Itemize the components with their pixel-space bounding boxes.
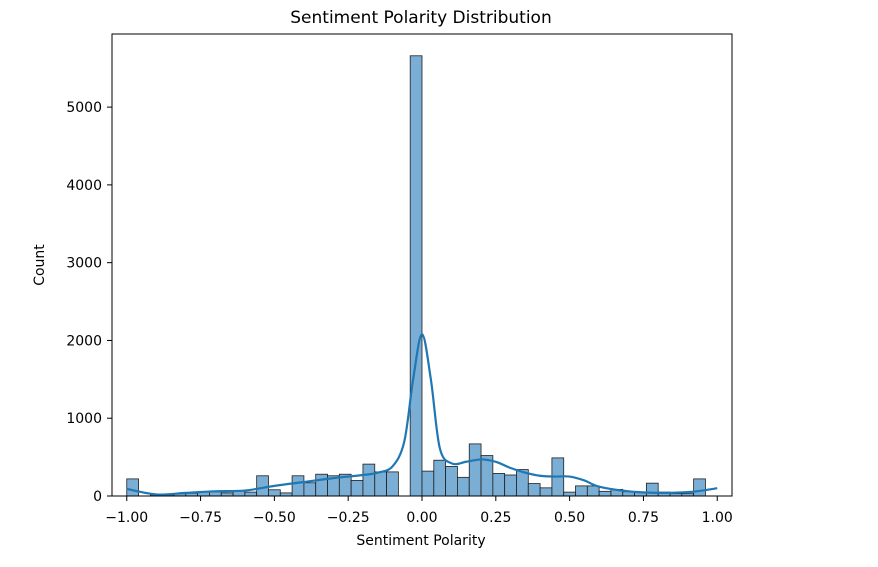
histogram-bar [693,478,706,497]
y-tick-label: 3000 [66,256,102,272]
x-tick-label: 1.00 [702,510,733,526]
x-tick-label: −0.50 [253,510,296,526]
histogram-bars [126,55,706,497]
x-tick-label: 0.25 [480,510,511,526]
y-axis-label: Count [32,244,48,286]
histogram-bar [303,482,317,497]
x-tick-label: 0.50 [554,510,585,526]
y-tick-label: 5000 [66,100,102,116]
histogram-bar [315,473,328,497]
histogram-bar [374,471,387,497]
histogram-bar [586,485,600,497]
histogram-bar [445,466,458,497]
histogram-bar [492,473,506,497]
histogram-bar [409,55,423,497]
x-tick-label: −0.25 [327,510,370,526]
histogram-bar [362,463,376,497]
kde-curve [126,333,718,496]
histogram-bar [386,471,399,497]
x-axis-label: Sentiment Polarity [356,533,485,549]
histogram-bar [421,470,435,497]
x-tick-label: −0.75 [179,510,222,526]
x-tick-label: 0.00 [406,510,437,526]
histogram-bar [598,490,612,497]
x-tick-label: −1.00 [105,510,148,526]
histogram-bar [504,474,517,497]
chart-title: Sentiment Polarity Distribution [290,8,551,28]
histogram-bar [350,480,364,497]
histogram-bar [527,483,541,497]
y-tick-label: 2000 [66,333,102,349]
histogram-bar [468,443,482,497]
y-tick-label: 1000 [66,411,102,427]
y-tick-label: 4000 [66,178,102,194]
histogram-bar [244,491,258,497]
histogram-bar [291,475,305,497]
histogram-bar [433,459,447,497]
histogram-bar [575,485,588,497]
histogram-bar [457,476,470,497]
x-axis: −1.00 −0.75 −0.50 −0.25 0.00 0.25 0.50 0.75 1.00 [105,496,733,526]
histogram-bar [563,491,576,497]
histogram-bar [268,489,281,497]
histogram-bar [126,478,139,497]
y-tick-label: 0 [93,489,102,505]
y-axis: 0 1000 2000 3000 4000 5000 [66,100,112,505]
histogram-bar [256,475,269,497]
histogram-bar [539,487,553,497]
x-tick-label: 0.75 [628,510,659,526]
histogram-bar [645,482,659,497]
